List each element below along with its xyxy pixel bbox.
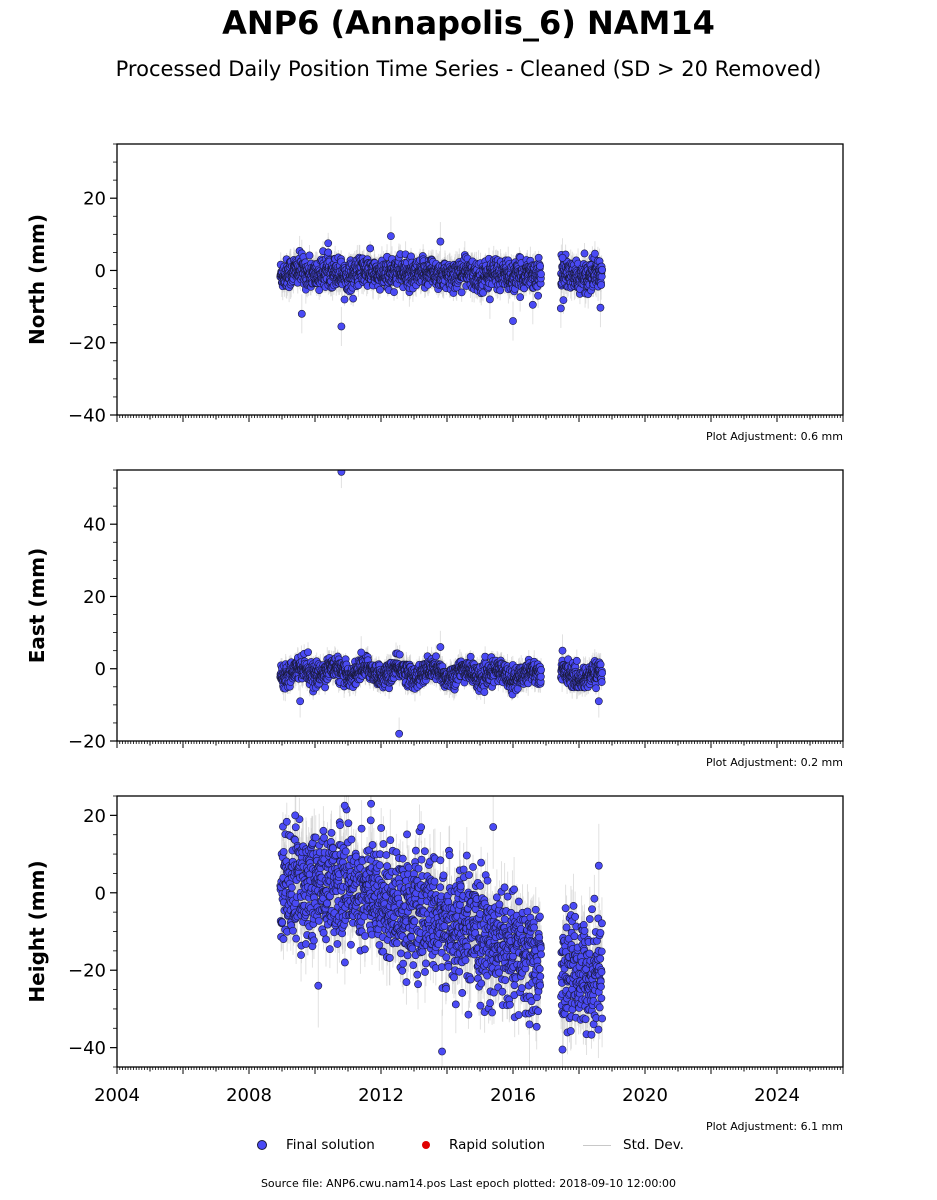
data-point [580, 249, 589, 258]
data-point [366, 244, 375, 253]
data-point [337, 322, 346, 331]
data-point [297, 309, 306, 318]
y-tick-label: 0 [95, 261, 106, 282]
data-point [598, 265, 606, 274]
data-point [596, 303, 605, 312]
data-point [340, 295, 349, 304]
data-point [324, 239, 333, 248]
data-point [536, 262, 545, 271]
data-point [436, 237, 445, 246]
data-point [537, 270, 545, 279]
std-dev-bars [279, 470, 603, 741]
data-point [591, 249, 599, 258]
data-point [534, 291, 543, 300]
data-point [509, 317, 517, 325]
data-point [485, 295, 494, 304]
data-point [386, 232, 395, 241]
y-axis-label: North (mm) [25, 214, 49, 345]
y-tick-label: −40 [68, 406, 106, 427]
data-point [390, 288, 398, 297]
data-point [528, 300, 537, 309]
plot-adjustment: Plot Adjustment: 0.6 mm [706, 430, 843, 443]
data-point [479, 288, 488, 297]
data-point [559, 296, 568, 305]
chart-title: ANP6 (Annapolis_6) NAM14 [222, 4, 715, 42]
data-point [324, 248, 333, 257]
final-solution-points [276, 232, 606, 331]
data-point [516, 293, 525, 302]
data-point [457, 288, 466, 297]
data-point [496, 286, 505, 295]
data-point [534, 253, 543, 262]
y-tick-label: 20 [83, 189, 106, 210]
panel-1: −40 −20 0 20 North (mm) Plot Adjustment: 0.6 … [25, 143, 844, 443]
y-tick-label: −20 [68, 333, 106, 354]
data-point [349, 294, 358, 303]
data-point [558, 253, 567, 262]
chart-subtitle: Processed Daily Position Time Series - C… [115, 57, 822, 81]
data-point [597, 281, 606, 289]
data-point [556, 304, 565, 313]
data-point [305, 251, 314, 260]
data-point [375, 285, 384, 294]
